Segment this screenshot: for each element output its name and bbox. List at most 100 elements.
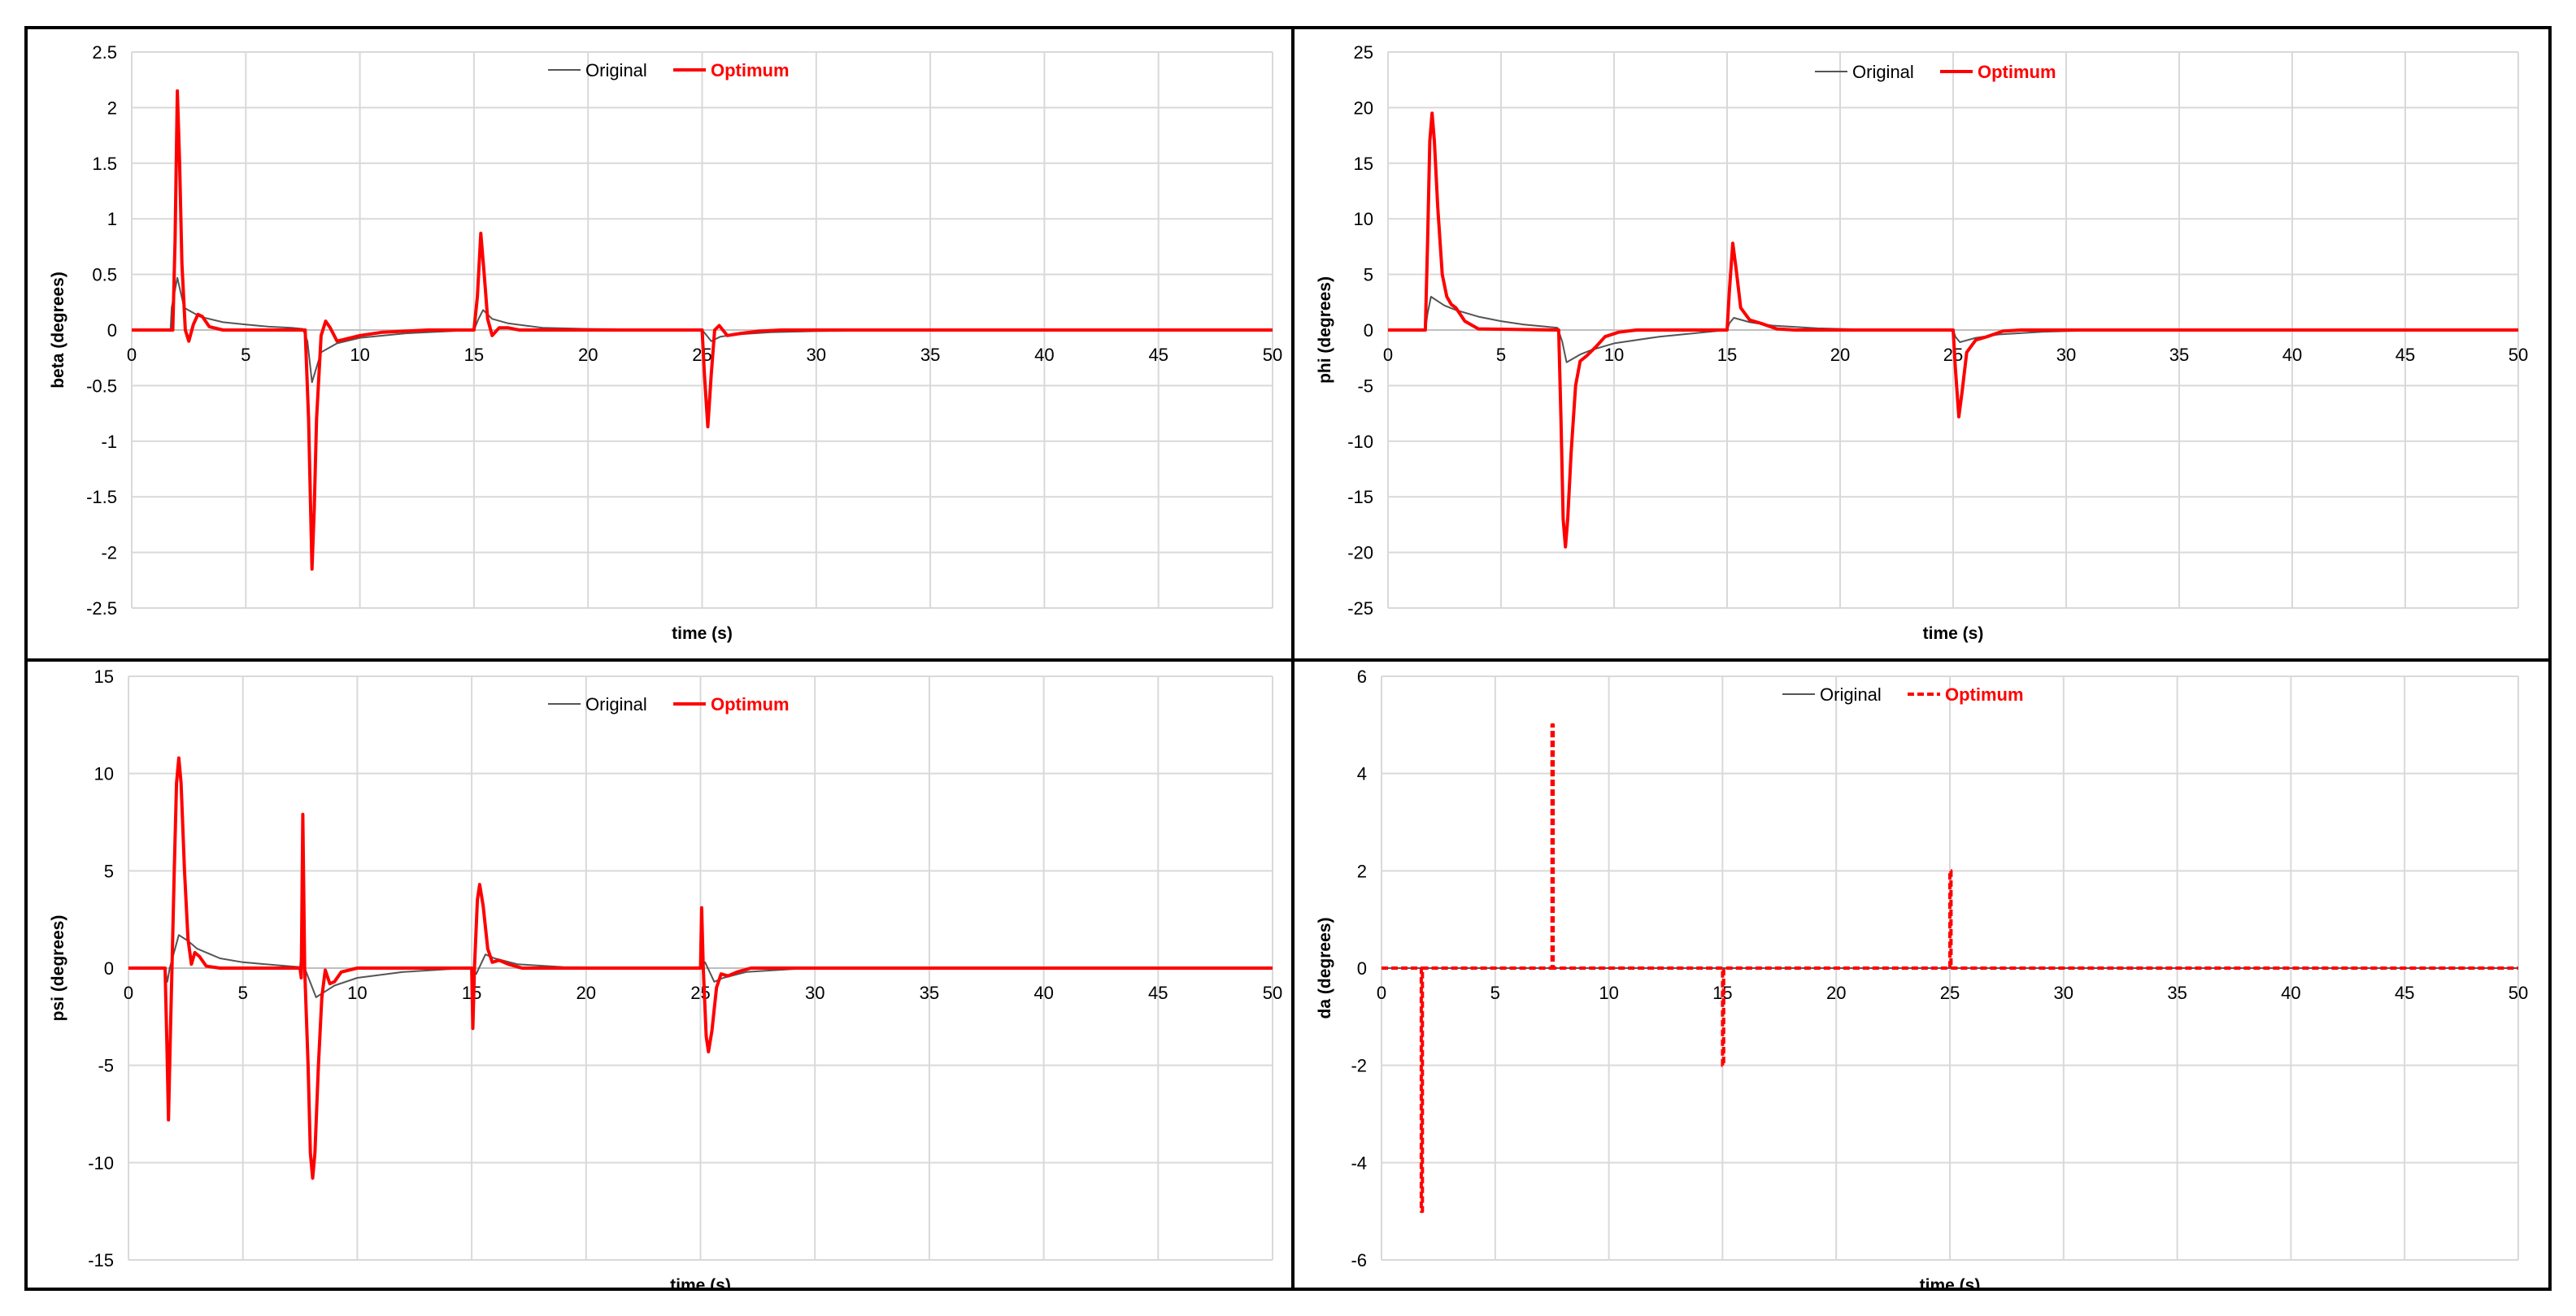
x-axis-label: time (s) bbox=[1923, 624, 1984, 643]
y-tick-label: 20 bbox=[1354, 98, 1373, 118]
legend: Original Optimum bbox=[548, 694, 790, 714]
y-tick-label: 0 bbox=[107, 320, 117, 341]
x-tick-label: 10 bbox=[347, 983, 367, 1003]
y-axis-label: beta (degrees) bbox=[49, 271, 67, 389]
x-tick-label: 25 bbox=[1940, 983, 1960, 1003]
x-tick-label: 45 bbox=[2395, 983, 2414, 1003]
x-tick-label: 15 bbox=[1717, 345, 1737, 365]
y-tick-label: -25 bbox=[1347, 598, 1373, 619]
x-tick-label: 30 bbox=[2054, 983, 2073, 1003]
x-tick-label: 40 bbox=[1034, 345, 1054, 365]
series-line-original bbox=[128, 934, 1273, 998]
x-tick-label: 50 bbox=[1263, 983, 1282, 1003]
phi-chart-panel: -25 -20 -15 -10 -5 0 5 10 15 20 25 0 5 10 15 20 25 30 35 40… bbox=[1295, 29, 2548, 658]
x-tick-label: 45 bbox=[1148, 983, 1168, 1003]
legend-label-original: Original bbox=[1820, 684, 1882, 705]
x-tick-label: 30 bbox=[807, 345, 826, 365]
x-tick-label: 10 bbox=[1604, 345, 1624, 365]
x-tick-label: 30 bbox=[805, 983, 825, 1003]
x-tick-label: 50 bbox=[2509, 983, 2528, 1003]
y-tick-label: -2 bbox=[1351, 1056, 1367, 1076]
y-tick-label: 0 bbox=[1357, 958, 1367, 979]
legend-label-optimum: Optimum bbox=[1978, 62, 2056, 82]
y-tick-label: -5 bbox=[98, 1056, 114, 1076]
x-tick-label: 20 bbox=[577, 983, 596, 1003]
x-axis-label: time (s) bbox=[1920, 1276, 1981, 1288]
series-line-optimum bbox=[1388, 111, 2518, 549]
y-tick-label: -10 bbox=[1347, 432, 1373, 452]
x-tick-label: 25 bbox=[690, 983, 710, 1003]
legend-label-optimum: Optimum bbox=[1945, 684, 2024, 705]
x-tick-label: 45 bbox=[1148, 345, 1168, 365]
x-tick-label: 20 bbox=[578, 345, 598, 365]
x-tick-label: 30 bbox=[2056, 345, 2076, 365]
legend-label-optimum: Optimum bbox=[711, 60, 790, 80]
x-tick-label: 20 bbox=[1830, 345, 1850, 365]
series-line-optimum bbox=[128, 756, 1273, 1180]
x-tick-label: 5 bbox=[1490, 983, 1500, 1003]
y-tick-label: 15 bbox=[94, 667, 114, 687]
x-tick-label: 45 bbox=[2395, 345, 2415, 365]
y-tick-label: -5 bbox=[1357, 376, 1373, 396]
legend-label-original: Original bbox=[585, 60, 647, 80]
y-tick-label: -6 bbox=[1351, 1250, 1367, 1270]
x-tick-label: 40 bbox=[2282, 345, 2302, 365]
beta-chart-panel: -2.5 -2 -1.5 -1 -0.5 0 0.5 1 1.5 2 2.5 0 5 10 15 20 25 30… bbox=[28, 29, 1291, 658]
y-tick-label: 6 bbox=[1357, 667, 1367, 687]
y-tick-label: -20 bbox=[1347, 543, 1373, 563]
x-tick-label: 35 bbox=[920, 345, 940, 365]
y-tick-label: 25 bbox=[1354, 42, 1373, 63]
y-axis-label: phi (degrees) bbox=[1316, 276, 1334, 384]
x-axis-label: time (s) bbox=[672, 624, 733, 643]
x-tick-label: 10 bbox=[1599, 983, 1618, 1003]
y-tick-label: -10 bbox=[88, 1153, 114, 1173]
legend-label-original: Original bbox=[585, 694, 647, 714]
psi-chart-panel: -15 -10 -5 0 5 10 15 0 5 10 15 20 25 30 35 40 45 50 time (… bbox=[28, 662, 1291, 1288]
horizontal-divider bbox=[28, 658, 2548, 662]
beta-chart-svg: -2.5-2-1.5-1-0.500.511.522.50 5 10 15 20 25 30… bbox=[49, 42, 1282, 643]
y-tick-label: -2.5 bbox=[86, 598, 117, 619]
x-tick-label: 15 bbox=[464, 345, 484, 365]
legend: Original Optimum bbox=[548, 60, 790, 80]
y-tick-label: 5 bbox=[104, 861, 114, 881]
x-tick-label: 35 bbox=[2167, 983, 2187, 1003]
x-tick-label: 0 bbox=[127, 345, 137, 365]
chart-grid-frame: -2.5 -2 -1.5 -1 -0.5 0 0.5 1 1.5 2 2.5 0 5 10 15 20 25 30… bbox=[24, 26, 2552, 1291]
y-tick-label: 0 bbox=[104, 958, 114, 979]
series-line-optimum bbox=[1382, 723, 2518, 1214]
y-tick-label: 2 bbox=[1357, 861, 1367, 881]
legend-label-original: Original bbox=[1852, 62, 1914, 82]
legend-label-optimum: Optimum bbox=[711, 694, 790, 714]
x-axis-label: time (s) bbox=[670, 1276, 731, 1288]
y-tick-label: -1.5 bbox=[86, 487, 117, 507]
y-tick-label: 1 bbox=[107, 209, 117, 229]
series-line-original bbox=[132, 276, 1273, 384]
y-tick-label: -15 bbox=[1347, 487, 1373, 507]
x-tick-label: 50 bbox=[2509, 345, 2528, 365]
x-tick-label: 40 bbox=[2281, 983, 2300, 1003]
series-line-optimum bbox=[132, 89, 1273, 571]
y-tick-label: 0 bbox=[1364, 320, 1373, 341]
x-tick-label: 35 bbox=[2169, 345, 2189, 365]
da-chart-panel: -6 -4 -2 0 2 4 6 0 5 10 15 20 25 30 35 40 45 50 time (s) da… bbox=[1295, 662, 2548, 1288]
x-tick-label: 50 bbox=[1263, 345, 1282, 365]
y-tick-label: 0.5 bbox=[92, 265, 117, 285]
y-tick-label: -4 bbox=[1351, 1153, 1367, 1173]
x-tick-label: 20 bbox=[1826, 983, 1846, 1003]
y-tick-label: 10 bbox=[1354, 209, 1373, 229]
legend: Original Optimum bbox=[1782, 684, 2024, 705]
legend: Original Optimum bbox=[1815, 62, 2056, 82]
x-tick-label: 5 bbox=[238, 983, 248, 1003]
y-axis-label: da (degrees) bbox=[1316, 918, 1334, 1019]
y-tick-label: 2 bbox=[107, 98, 117, 118]
x-tick-label: 0 bbox=[124, 983, 133, 1003]
y-tick-label: -15 bbox=[88, 1250, 114, 1270]
y-tick-label: 10 bbox=[94, 764, 114, 784]
y-tick-label: 4 bbox=[1357, 764, 1367, 784]
x-tick-label: 0 bbox=[1377, 983, 1386, 1003]
x-tick-label: 35 bbox=[920, 983, 939, 1003]
y-tick-label: -0.5 bbox=[86, 376, 117, 396]
